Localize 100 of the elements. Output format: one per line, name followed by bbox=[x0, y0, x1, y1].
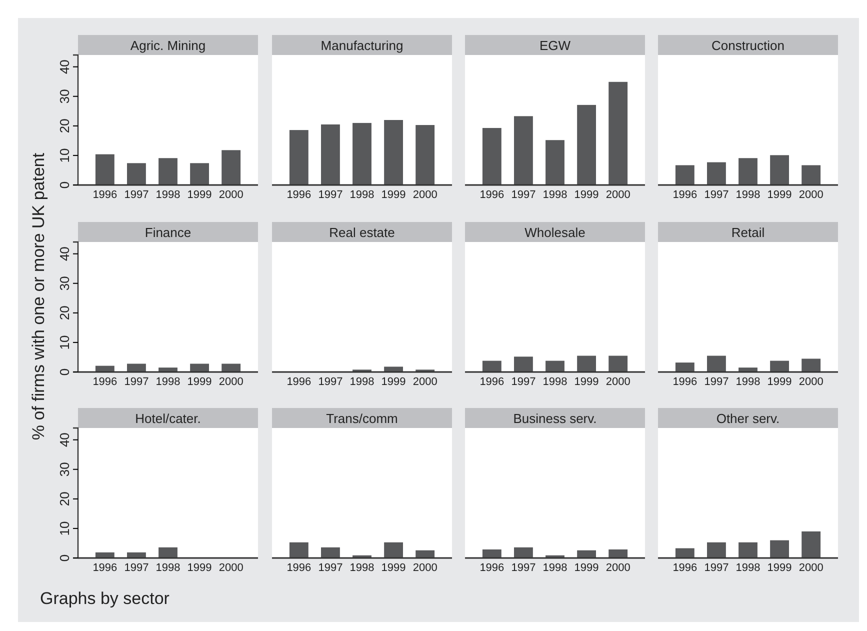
bar bbox=[546, 140, 564, 185]
chart-title: Manufacturing bbox=[320, 38, 404, 53]
bar bbox=[95, 154, 114, 185]
x-tick-label: 1996 bbox=[92, 188, 118, 201]
bar bbox=[321, 124, 340, 185]
x-tick-label: 2000 bbox=[218, 188, 244, 201]
bar bbox=[738, 158, 758, 185]
x-tick-label: 1999 bbox=[574, 562, 599, 574]
x-tick-label: 1996 bbox=[672, 376, 698, 388]
x-tick-label: 1999 bbox=[381, 376, 406, 388]
y-tick-label: 0 bbox=[57, 181, 72, 189]
bar bbox=[770, 155, 789, 185]
x-tick-label: 1998 bbox=[156, 188, 180, 201]
x-tick-label: 1999 bbox=[187, 188, 212, 201]
x-tick-label: 1996 bbox=[480, 562, 504, 574]
bar bbox=[675, 165, 694, 185]
y-tick-label: 30 bbox=[57, 462, 72, 477]
bar bbox=[416, 125, 435, 185]
x-tick-label: 2000 bbox=[798, 188, 824, 201]
y-tick-label: 30 bbox=[57, 89, 72, 104]
bar bbox=[802, 531, 821, 558]
x-tick-label: 2000 bbox=[798, 562, 824, 574]
chart-title: Hotel/cater. bbox=[135, 411, 201, 426]
chart-title: EGW bbox=[539, 38, 572, 53]
bar bbox=[802, 165, 821, 185]
y-tick-label: 40 bbox=[57, 432, 72, 448]
bar bbox=[352, 122, 372, 185]
chart-title: Other serv. bbox=[716, 411, 780, 426]
x-tick-label: 1996 bbox=[286, 562, 312, 574]
chart-title: Trans/comm bbox=[326, 411, 398, 426]
x-tick-label: 1999 bbox=[574, 376, 599, 388]
chart-title: Construction bbox=[712, 38, 784, 53]
bar bbox=[770, 540, 789, 558]
y-tick-label: 20 bbox=[57, 306, 72, 320]
x-tick-label: 1998 bbox=[542, 562, 568, 574]
x-tick-label: 1997 bbox=[704, 188, 729, 201]
bar bbox=[482, 549, 502, 558]
y-tick-label: 0 bbox=[57, 554, 72, 562]
x-tick-label: 2000 bbox=[798, 376, 824, 388]
x-tick-label: 1996 bbox=[92, 562, 118, 574]
x-tick-label: 1996 bbox=[672, 188, 698, 201]
x-tick-label: 1997 bbox=[318, 188, 343, 201]
bar bbox=[707, 162, 726, 185]
bar bbox=[158, 158, 178, 185]
bar bbox=[707, 542, 726, 558]
x-tick-label: 1996 bbox=[286, 376, 312, 388]
x-tick-label: 1998 bbox=[736, 188, 760, 201]
chart-title: Wholesale bbox=[524, 225, 586, 240]
bar bbox=[514, 116, 533, 185]
y-tick-label: 10 bbox=[57, 335, 72, 350]
bar bbox=[675, 548, 694, 558]
bar bbox=[416, 550, 435, 558]
x-tick-label: 2000 bbox=[218, 562, 244, 574]
chart-title: Agric. Mining bbox=[130, 38, 206, 53]
x-tick-label: 1997 bbox=[318, 376, 343, 388]
x-tick-label: 1999 bbox=[574, 188, 599, 201]
bar bbox=[707, 356, 726, 372]
x-tick-label: 1999 bbox=[767, 376, 792, 388]
bar bbox=[222, 150, 241, 185]
chart-title: Real estate bbox=[329, 225, 395, 240]
text: Graphs by sector bbox=[40, 589, 170, 608]
x-tick-label: 1999 bbox=[767, 562, 792, 574]
x-tick-label: 1999 bbox=[381, 562, 406, 574]
bar bbox=[321, 547, 340, 558]
x-tick-label: 1996 bbox=[480, 376, 504, 388]
y-axis-title: % of firms with one or more UK patent bbox=[29, 152, 48, 440]
bar bbox=[608, 549, 628, 558]
y-tick-label: 20 bbox=[57, 492, 72, 506]
bar bbox=[802, 358, 821, 372]
x-tick-label: 2000 bbox=[412, 188, 438, 201]
x-tick-label: 1998 bbox=[156, 376, 180, 388]
bar bbox=[608, 82, 628, 185]
x-tick-label: 1999 bbox=[187, 376, 212, 388]
x-tick-label: 1997 bbox=[124, 562, 149, 574]
bar bbox=[577, 104, 596, 185]
x-tick-label: 1997 bbox=[511, 562, 536, 574]
x-tick-label: 2000 bbox=[606, 188, 630, 201]
y-tick-label: 10 bbox=[57, 148, 72, 163]
x-tick-label: 1996 bbox=[286, 188, 312, 201]
x-tick-label: 1998 bbox=[542, 188, 568, 201]
x-tick-label: 1998 bbox=[156, 562, 180, 574]
x-tick-label: 1997 bbox=[511, 188, 536, 201]
x-tick-label: 2000 bbox=[606, 562, 630, 574]
x-tick-label: 1999 bbox=[767, 188, 792, 201]
bar bbox=[190, 163, 209, 185]
y-tick-label: 40 bbox=[57, 60, 72, 74]
x-tick-label: 1998 bbox=[736, 376, 760, 388]
y-tick-label: 0 bbox=[57, 368, 72, 376]
bar bbox=[127, 163, 146, 185]
x-tick-label: 2000 bbox=[218, 376, 244, 388]
bar bbox=[289, 130, 308, 185]
y-tick-label: 20 bbox=[57, 118, 72, 134]
x-tick-label: 1996 bbox=[92, 376, 118, 388]
x-tick-label: 1998 bbox=[350, 562, 374, 574]
x-tick-label: 1998 bbox=[542, 376, 568, 388]
chart-title: Retail bbox=[731, 225, 765, 240]
x-tick-label: 2000 bbox=[412, 562, 438, 574]
x-tick-label: 1996 bbox=[672, 562, 698, 574]
chart-title: Finance bbox=[144, 225, 192, 240]
chart-title: Business serv. bbox=[513, 411, 597, 426]
